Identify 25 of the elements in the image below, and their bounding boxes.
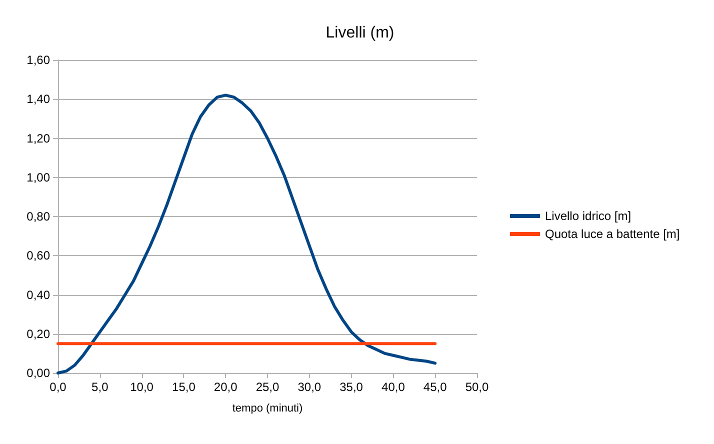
legend-label: Quota luce a battente [m] (545, 227, 680, 241)
chart-title: Livelli (m) (326, 24, 394, 42)
x-tick-label: 15,0 (172, 380, 196, 394)
y-tick-label: 0,40 (26, 288, 50, 302)
y-tick-label: 0,00 (26, 366, 50, 380)
y-tick-label: 1,60 (26, 53, 50, 67)
x-axis-title: tempo (minuti) (232, 402, 303, 414)
x-tick-label: 35,0 (340, 380, 364, 394)
x-tick-label: 50,0 (465, 380, 489, 394)
y-tick-label: 1,00 (26, 170, 50, 184)
y-tick-label: 1,20 (26, 131, 50, 146)
y-tick-label: 1,40 (26, 92, 50, 106)
y-tick-label: 0,80 (26, 210, 50, 224)
y-tick-label: 0,60 (26, 248, 50, 263)
x-tick-label: 25,0 (256, 380, 280, 394)
line-series (56, 94, 437, 374)
x-tick-label: 45,0 (423, 380, 448, 394)
y-tick-label: 0,20 (26, 326, 50, 341)
legend-label: Livello idrico [m] (545, 209, 632, 223)
x-tick-label: 30,0 (298, 380, 322, 394)
x-tick-label: 20,0 (214, 380, 238, 394)
x-tick-label: 0,0 (50, 380, 67, 394)
x-tick-label: 10,0 (130, 380, 154, 394)
x-tick-label: 40,0 (382, 380, 406, 394)
x-tick-label: 5,0 (92, 380, 109, 394)
